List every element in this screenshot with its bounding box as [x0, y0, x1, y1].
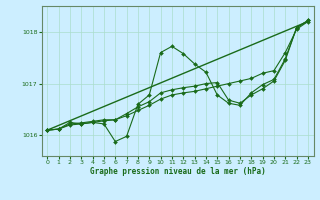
X-axis label: Graphe pression niveau de la mer (hPa): Graphe pression niveau de la mer (hPa)	[90, 167, 266, 176]
